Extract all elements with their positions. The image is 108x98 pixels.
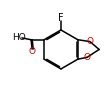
Text: O: O <box>84 53 91 62</box>
Text: HO: HO <box>12 33 26 42</box>
Text: F: F <box>58 13 64 23</box>
Text: O: O <box>29 47 36 56</box>
Text: O: O <box>86 37 93 46</box>
